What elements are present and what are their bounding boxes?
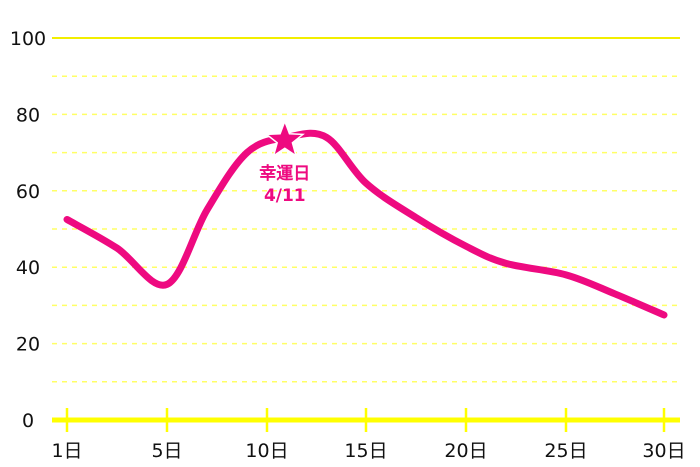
series-line <box>63 129 668 319</box>
x-tick-label: 30日 <box>642 440 685 462</box>
y-tick-label: 20 <box>16 334 40 356</box>
x-tick-label: 10日 <box>245 440 288 462</box>
x-tick-label: 20日 <box>444 440 487 462</box>
annotation-date: 4/11 <box>264 186 306 206</box>
x-tick-label: 25日 <box>544 440 587 462</box>
x-tick-label: 15日 <box>344 440 387 462</box>
y-tick-label: 0 <box>22 410 34 432</box>
y-axis-labels: 0 20 40 60 80 100 <box>10 28 46 432</box>
y-tick-label: 40 <box>16 257 40 279</box>
star-icon <box>264 119 305 158</box>
x-tick-label: 5日 <box>151 440 182 462</box>
annotation-label: 幸運日 <box>259 163 310 184</box>
x-axis: 1日 5日 10日 15日 20日 25日 30日 <box>51 408 686 462</box>
x-tick-label: 1日 <box>51 440 82 462</box>
y-tick-label: 80 <box>16 104 40 126</box>
y-tick-label: 60 <box>16 181 40 203</box>
grid-lines <box>52 37 680 383</box>
y-tick-label: 100 <box>10 28 46 50</box>
